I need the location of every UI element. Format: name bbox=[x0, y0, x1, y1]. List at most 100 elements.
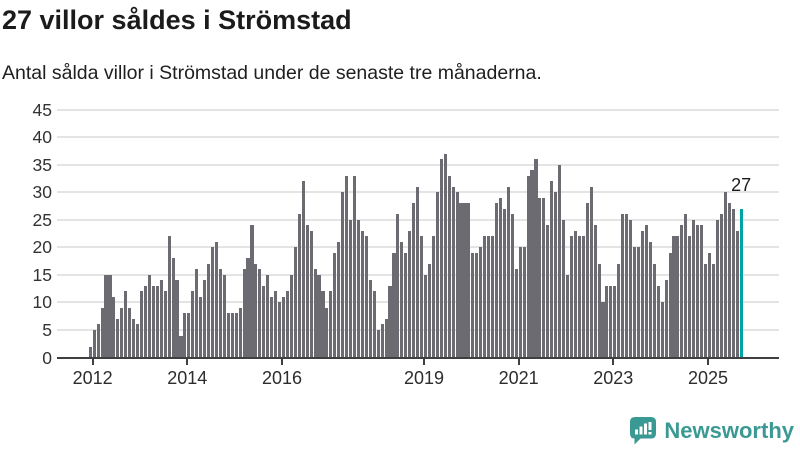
bar bbox=[498, 197, 502, 358]
bar bbox=[222, 274, 226, 358]
x-axis-label-2019: 2019 bbox=[403, 367, 445, 388]
bar bbox=[423, 274, 428, 358]
bar bbox=[550, 181, 554, 358]
bar bbox=[487, 236, 491, 358]
bar bbox=[688, 236, 692, 358]
bar bbox=[159, 280, 163, 358]
bar bbox=[471, 252, 475, 358]
bar bbox=[337, 241, 341, 358]
bar bbox=[199, 296, 203, 358]
bar bbox=[735, 230, 739, 358]
bar bbox=[258, 269, 262, 358]
y-axis-label-5: 5 bbox=[42, 319, 52, 340]
bar bbox=[349, 219, 353, 358]
y-axis-label-30: 30 bbox=[32, 182, 52, 203]
bar bbox=[345, 175, 349, 358]
bar bbox=[514, 269, 518, 358]
bar bbox=[700, 225, 704, 358]
bar bbox=[266, 274, 270, 358]
gridline-y35 bbox=[57, 163, 779, 166]
bar bbox=[431, 236, 435, 358]
bar bbox=[143, 285, 147, 358]
bar bbox=[585, 203, 589, 358]
bar bbox=[175, 280, 179, 358]
chart-subtitle: Antal sålda villor i Strömstad under de … bbox=[2, 62, 542, 84]
bar bbox=[711, 263, 715, 358]
bar bbox=[147, 274, 151, 358]
bar bbox=[120, 307, 124, 358]
bar bbox=[128, 307, 132, 358]
y-axis-label-45: 45 bbox=[32, 99, 52, 120]
bar bbox=[554, 192, 558, 358]
bar bbox=[617, 263, 621, 358]
bar bbox=[281, 296, 286, 358]
bar bbox=[341, 192, 345, 358]
bar bbox=[329, 291, 333, 358]
bar bbox=[581, 236, 585, 358]
bar bbox=[412, 203, 416, 358]
bar bbox=[163, 291, 167, 358]
bar bbox=[218, 269, 222, 358]
bar bbox=[664, 280, 668, 358]
bar bbox=[463, 203, 467, 358]
bar bbox=[660, 302, 664, 358]
bar bbox=[183, 313, 187, 358]
bar bbox=[680, 225, 684, 358]
newsworthy-logo[interactable]: Newsworthy bbox=[629, 416, 794, 446]
bar bbox=[289, 274, 293, 358]
bar bbox=[333, 252, 337, 358]
bar bbox=[187, 313, 191, 358]
bar bbox=[621, 214, 625, 358]
bar bbox=[455, 192, 459, 358]
bar bbox=[636, 247, 641, 358]
bar bbox=[305, 225, 309, 358]
bar bbox=[459, 203, 463, 358]
bar bbox=[644, 225, 648, 358]
bar bbox=[704, 263, 708, 358]
bar bbox=[262, 285, 266, 358]
bar bbox=[479, 247, 483, 358]
y-axis-label-0: 0 bbox=[42, 347, 52, 368]
x-axis-label-2012: 2012 bbox=[72, 367, 113, 388]
x-axis-label-2021: 2021 bbox=[498, 367, 539, 388]
bar bbox=[502, 208, 506, 358]
bar bbox=[207, 263, 211, 358]
bar bbox=[392, 252, 396, 358]
bar bbox=[518, 247, 522, 358]
bar bbox=[195, 269, 199, 358]
bar bbox=[136, 324, 140, 358]
bar bbox=[301, 181, 305, 358]
y-axis-label-15: 15 bbox=[32, 264, 52, 285]
x-axis-tick-2012 bbox=[91, 358, 94, 365]
bar bbox=[179, 335, 183, 358]
bar bbox=[92, 329, 96, 358]
x-axis-tick-2014 bbox=[186, 358, 189, 365]
bar bbox=[116, 318, 120, 358]
bar bbox=[727, 203, 731, 358]
bar bbox=[238, 307, 242, 358]
bar bbox=[203, 280, 207, 358]
bar bbox=[226, 313, 230, 358]
x-axis-line bbox=[57, 356, 779, 359]
bar bbox=[108, 274, 112, 358]
bar bbox=[309, 230, 313, 358]
bar bbox=[278, 302, 282, 358]
bar bbox=[388, 285, 392, 358]
bar bbox=[435, 192, 439, 358]
bar bbox=[565, 274, 570, 358]
y-axis-label-35: 35 bbox=[32, 154, 52, 175]
bar bbox=[601, 302, 605, 358]
bar bbox=[577, 236, 581, 358]
bar bbox=[562, 219, 566, 358]
bar bbox=[510, 214, 514, 358]
bar bbox=[132, 318, 136, 358]
bar bbox=[573, 230, 577, 358]
bar bbox=[100, 307, 104, 358]
bar bbox=[88, 346, 92, 358]
bar bbox=[250, 225, 254, 358]
page-title: 27 villor såldes i Strömstad bbox=[2, 5, 352, 35]
bar bbox=[723, 192, 727, 358]
bar bbox=[609, 285, 613, 358]
bar bbox=[605, 285, 609, 358]
